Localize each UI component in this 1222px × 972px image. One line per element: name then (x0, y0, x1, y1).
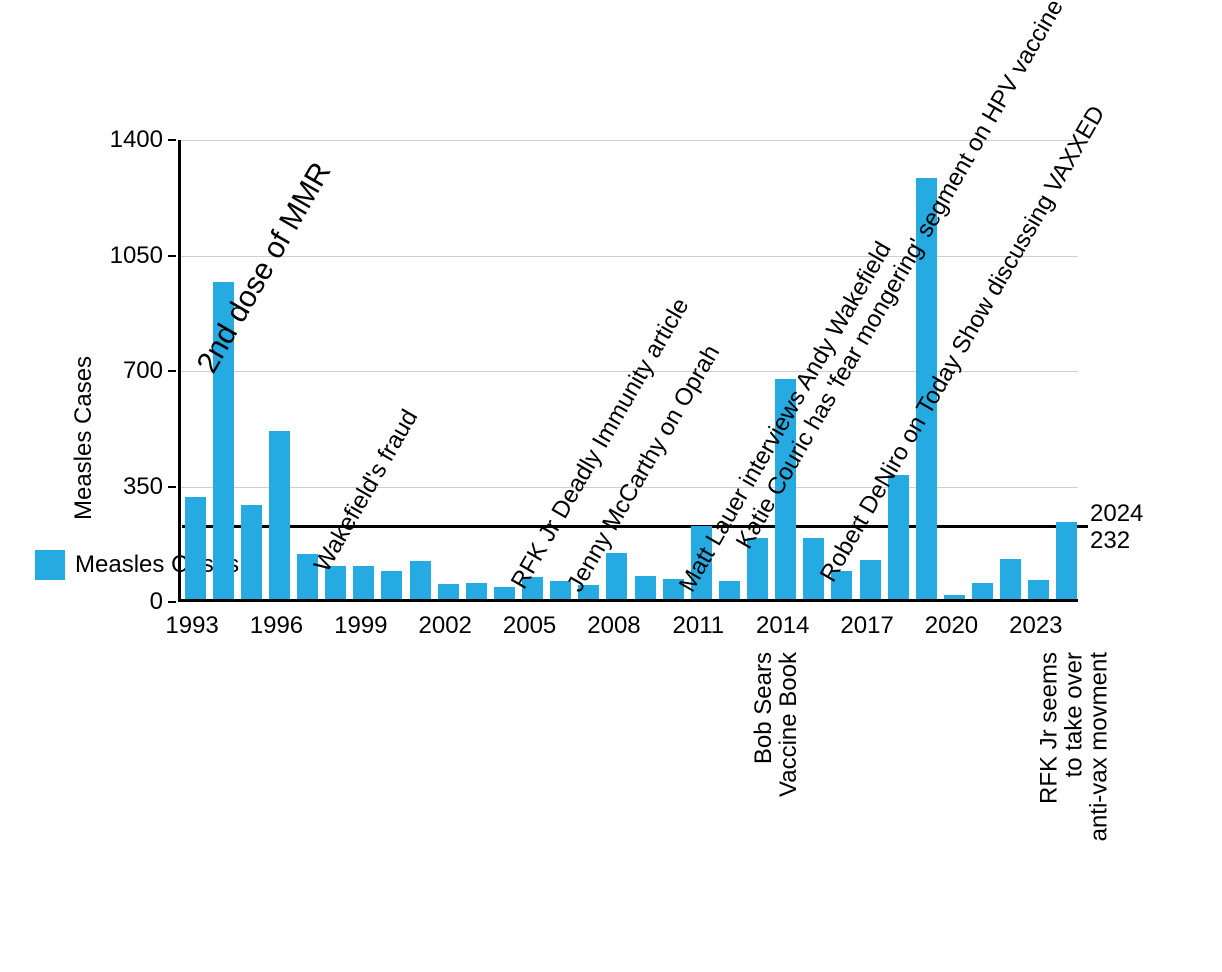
x-tick-label: 1999 (334, 612, 387, 640)
bar (972, 583, 993, 599)
x-tick-label: 2020 (925, 612, 978, 640)
annotation-line: Bob Sears (750, 652, 775, 797)
bar (719, 581, 740, 599)
x-tick-label: 2011 (673, 612, 725, 640)
bar (494, 587, 515, 599)
x-tick-label: 2002 (418, 612, 471, 640)
bar (860, 560, 881, 599)
gridline (181, 140, 1078, 141)
y-tick-label: 350 (123, 473, 163, 501)
reference-label-value: 232 (1090, 528, 1143, 554)
annotation-line: to take over (1062, 652, 1087, 841)
y-tick-label: 0 (150, 588, 163, 616)
legend-swatch (35, 550, 65, 580)
x-tick-label: 2014 (756, 612, 809, 640)
x-tick-label: 1993 (165, 612, 218, 640)
y-tick-label: 1050 (110, 242, 163, 270)
bar (438, 584, 459, 599)
x-tick-label: 2023 (1009, 612, 1062, 640)
x-tick-label: 1996 (250, 612, 303, 640)
annotation-line: RFK Jr seems (1037, 652, 1062, 841)
reference-line (182, 525, 1088, 528)
annotation-line: anti-vax movment (1087, 652, 1112, 841)
bar (1056, 522, 1077, 599)
bar (241, 505, 262, 599)
bar (353, 566, 374, 599)
annotation-line: Vaccine Book (776, 652, 801, 797)
y-axis-label: Measles Cases (70, 356, 98, 520)
bar (410, 561, 431, 599)
y-tick-label: 700 (123, 357, 163, 385)
reference-label: 2024 232 (1090, 501, 1143, 554)
gridline (181, 256, 1078, 257)
chart-stage: Measles Cases Measles Cases 2024 232 035… (0, 0, 1222, 972)
bar (466, 583, 487, 600)
bar (269, 431, 290, 599)
bar (1000, 559, 1021, 599)
bar (1028, 580, 1049, 599)
x-tick-label: 2017 (840, 612, 893, 640)
bar (381, 571, 402, 599)
bar (944, 595, 965, 599)
x-tick-label: 2008 (587, 612, 640, 640)
bar (635, 576, 656, 599)
annotation-below: RFK Jr seemsto take overanti-vax movment (1037, 652, 1113, 841)
bar (606, 553, 627, 599)
y-tick-label: 1400 (110, 126, 163, 154)
bar (185, 497, 206, 599)
annotation-below: Bob SearsVaccine Book (750, 652, 800, 797)
reference-label-year: 2024 (1090, 501, 1143, 527)
x-tick-label: 2005 (503, 612, 556, 640)
